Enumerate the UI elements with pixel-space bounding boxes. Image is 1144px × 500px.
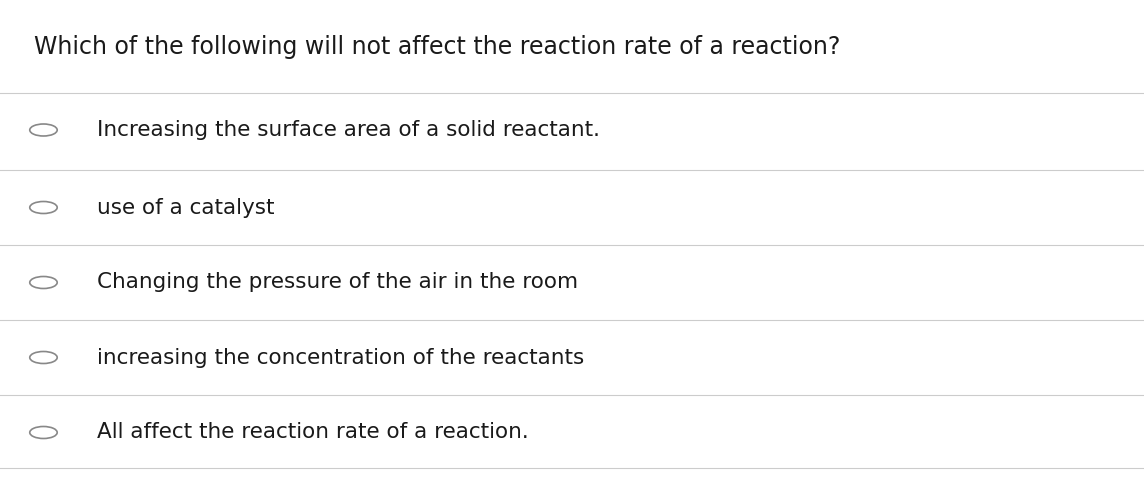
Text: Which of the following will not affect the reaction rate of a reaction?: Which of the following will not affect t… [34,35,841,59]
Text: All affect the reaction rate of a reaction.: All affect the reaction rate of a reacti… [97,422,529,442]
Text: increasing the concentration of the reactants: increasing the concentration of the reac… [97,348,585,368]
Text: use of a catalyst: use of a catalyst [97,198,275,218]
Text: Increasing the surface area of a solid reactant.: Increasing the surface area of a solid r… [97,120,601,140]
Text: Changing the pressure of the air in the room: Changing the pressure of the air in the … [97,272,579,292]
